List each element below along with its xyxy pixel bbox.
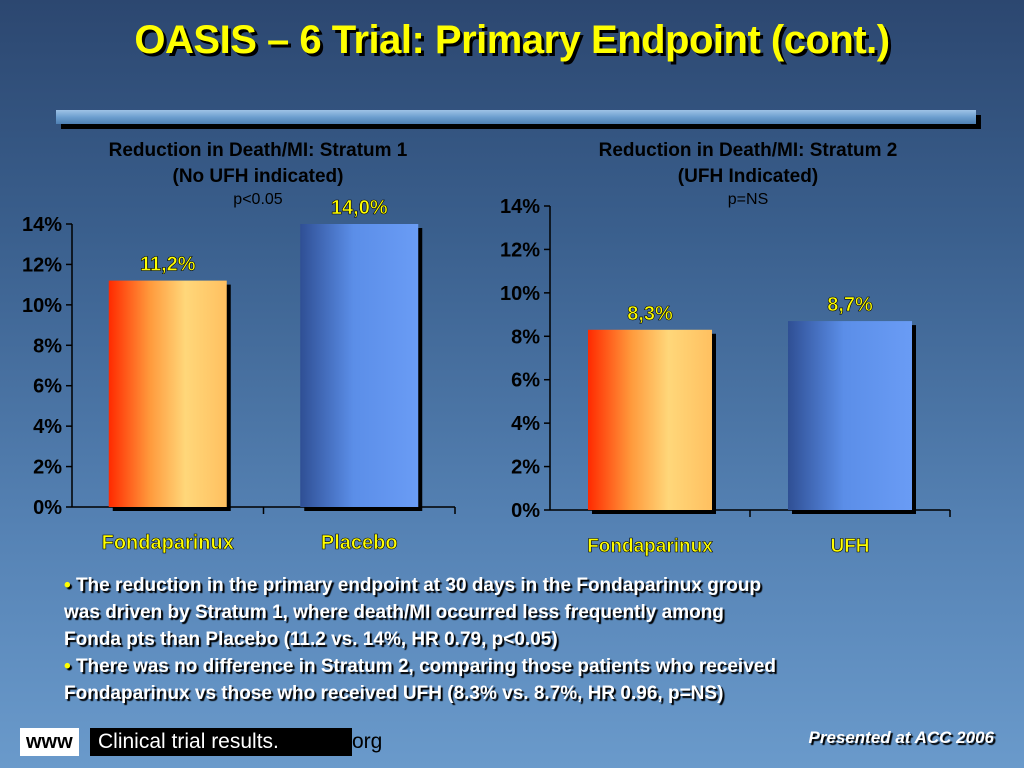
chart1-bar-placebo: [300, 224, 419, 507]
footer-brand: Clinical trial results.: [90, 728, 352, 756]
bullet-1-line-2: was driven by Stratum 1, where death/MI …: [64, 602, 724, 623]
chart2-data-label: 8,7%: [827, 294, 873, 316]
chart2-title-line1: Reduction in Death/MI: Stratum 2: [598, 140, 898, 161]
bullet-list: • The reduction in the primary endpoint …: [64, 572, 964, 707]
chart1-data-label: 14,0%: [331, 197, 388, 219]
chart2-category-label: Fondaparinux: [587, 536, 713, 557]
chart2-y-tick-label: 8%: [511, 326, 540, 348]
chart2-y-tick-label: 2%: [511, 457, 540, 479]
chart1-plot: 0% 2% 4% 6% 8% 10% 12% 14% 11,2% Fondaparinux 14,0…: [22, 197, 456, 554]
chart2-y-tick-label: 10%: [500, 283, 540, 305]
chart2-pvalue: p=NS: [727, 191, 769, 208]
footer-www: www: [20, 728, 79, 756]
bullet-marker: •: [64, 656, 71, 677]
presented-note: Presented at ACC 2006: [808, 728, 994, 747]
title-divider: [56, 110, 976, 124]
chart1-y-tick-label: 10%: [22, 295, 62, 317]
footer-org: org: [352, 730, 383, 753]
bullet-2-line-2: Fondaparinux vs those who received UFH (…: [64, 683, 724, 704]
chart1-category-label: Fondaparinux: [102, 532, 234, 554]
bullet-1-line-1: The reduction in the primary endpoint at…: [75, 575, 762, 596]
bullet-marker: •: [64, 575, 71, 596]
chart2-bar-ufh: [788, 321, 912, 510]
chart2-category-label: UFH: [830, 536, 869, 557]
chart2-y-tick-label: 4%: [511, 413, 540, 435]
chart2-header: Reduction in Death/MI: Stratum 2 (UFH In…: [550, 138, 946, 210]
slide-title: OASIS – 6 Trial: Primary Endpoint (cont.…: [134, 18, 890, 62]
chart2-y-tick-label: 6%: [511, 370, 540, 392]
chart2-bar-fondaparinux: [588, 329, 712, 510]
chart2-title-line2: (UFH Indicated): [677, 166, 819, 187]
bullet-item-1: • The reduction in the primary endpoint …: [64, 572, 964, 653]
bullet-item-2: • There was no difference in Stratum 2, …: [64, 653, 964, 707]
chart2-y-tick-label: 12%: [500, 239, 540, 261]
chart1-category-label: Placebo: [321, 532, 398, 554]
chart1-data-label: 11,2%: [140, 254, 196, 276]
chart1-title-line2: (No UFH indicated): [172, 166, 344, 187]
chart2-y-tick-label: 14%: [500, 196, 540, 218]
chart1-pvalue: p<0.05: [233, 191, 283, 208]
chart1-y-tick-label: 12%: [22, 254, 62, 276]
chart1-header: Reduction in Death/MI: Stratum 1 (No UFH…: [60, 138, 456, 210]
chart2-plot: 0% 2% 4% 6% 8% 10% 12% 14% 8,3% Fondaparinux 8,7% U…: [500, 196, 951, 557]
chart1-title-line1: Reduction in Death/MI: Stratum 1: [108, 140, 408, 161]
chart1-y-tick-label: 6%: [33, 376, 62, 398]
bullet-1-line-3: Fonda pts than Placebo (11.2 vs. 14%, HR…: [64, 629, 558, 650]
chart2-data-label: 8,3%: [627, 303, 673, 325]
chart1-y-tick-label: 4%: [33, 416, 62, 438]
chart1-y-tick-label: 14%: [22, 214, 62, 236]
bullet-2-line-1: There was no difference in Stratum 2, co…: [75, 656, 776, 677]
chart2-y-tick-label: 0%: [511, 500, 540, 522]
chart1-y-tick-label: 0%: [33, 497, 62, 519]
chart1-y-tick-label: 8%: [33, 335, 62, 357]
chart1-y-tick-label: 2%: [33, 457, 62, 479]
chart1-bar-fondaparinux: [108, 280, 227, 507]
